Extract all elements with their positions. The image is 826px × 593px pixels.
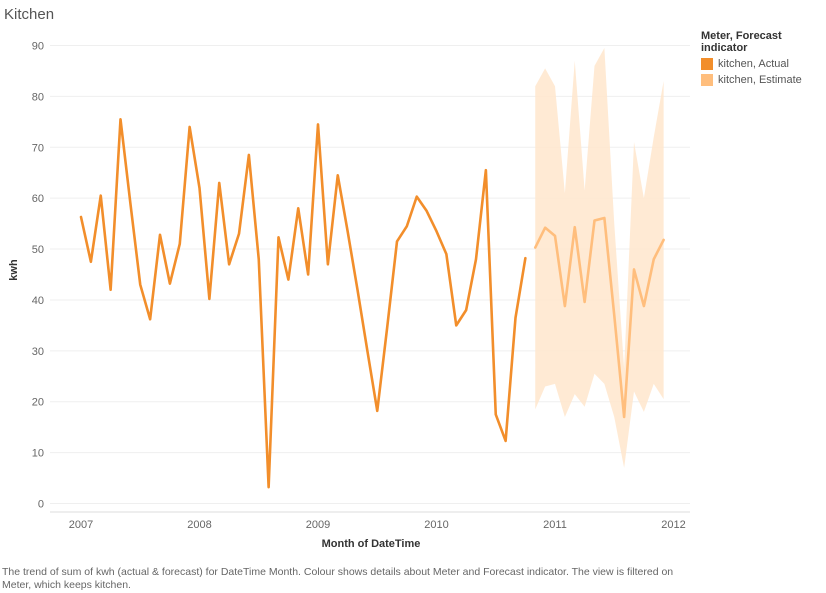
y-tick-label: 40 bbox=[32, 295, 44, 307]
x-tick-label: 2007 bbox=[69, 519, 93, 531]
series-line-estimate bbox=[533, 216, 665, 419]
legend-swatch-estimate bbox=[701, 74, 713, 86]
series-line-actual bbox=[79, 117, 527, 489]
y-axis-ticks: 0 10 20 30 40 50 60 70 80 90 bbox=[32, 40, 44, 510]
legend-label-actual: kitchen, Actual bbox=[718, 58, 789, 70]
y-tick-label: 0 bbox=[38, 499, 44, 511]
series-lines bbox=[79, 117, 665, 489]
chart-title: Kitchen bbox=[4, 6, 55, 23]
y-tick-label: 30 bbox=[32, 346, 44, 358]
caption: The trend of sum of kwh (actual & foreca… bbox=[2, 566, 674, 591]
legend-item-actual[interactable]: kitchen, Actual bbox=[701, 58, 826, 70]
x-axis-title: Month of DateTime bbox=[322, 538, 421, 550]
y-tick-label: 60 bbox=[32, 193, 44, 205]
prediction-interval-band bbox=[535, 48, 664, 468]
y-tick-label: 70 bbox=[32, 142, 44, 154]
line-chart: 0 10 20 30 40 50 60 70 80 90 2007 2008 2009 2010 2011… bbox=[8, 40, 690, 550]
x-tick-label: 2010 bbox=[424, 519, 448, 531]
y-tick-label: 90 bbox=[32, 40, 44, 52]
legend-item-estimate[interactable]: kitchen, Estimate bbox=[701, 74, 826, 86]
y-tick-label: 10 bbox=[32, 448, 44, 460]
x-tick-label: 2011 bbox=[543, 519, 567, 531]
y-tick-label: 50 bbox=[32, 244, 44, 256]
legend-swatch-actual bbox=[701, 58, 713, 70]
x-tick-label: 2008 bbox=[187, 519, 211, 531]
forecast-band bbox=[535, 48, 664, 468]
x-tick-label: 2012 bbox=[661, 519, 685, 531]
legend-title: Meter, Forecast indicator bbox=[701, 30, 782, 54]
x-tick-label: 2009 bbox=[306, 519, 330, 531]
y-tick-label: 20 bbox=[32, 397, 44, 409]
y-tick-label: 80 bbox=[32, 91, 44, 103]
legend-label-estimate: kitchen, Estimate bbox=[718, 74, 802, 86]
legend: Meter, Forecast indicator kitchen, Actua… bbox=[701, 30, 826, 90]
x-axis-ticks: 2007 2008 2009 2010 2011 2012 bbox=[50, 511, 690, 531]
y-axis-title: kwh bbox=[8, 259, 20, 281]
